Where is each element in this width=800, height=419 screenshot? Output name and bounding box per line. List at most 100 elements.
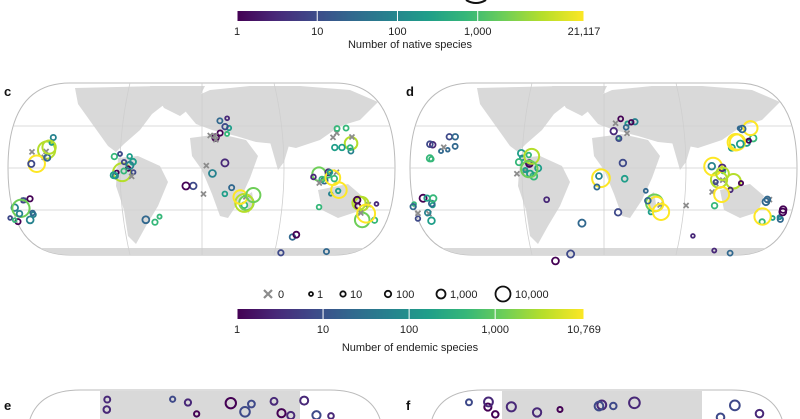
colorbar-endemic-title: Number of endemic species <box>342 342 479 354</box>
island-marker <box>43 153 52 162</box>
size-legend-circle-4 <box>435 288 447 300</box>
island-marker <box>409 203 417 211</box>
island-marker <box>429 194 438 203</box>
island-marker <box>465 398 473 407</box>
island-marker <box>102 405 112 414</box>
island-marker <box>120 167 128 175</box>
island-marker <box>644 196 652 205</box>
island-marker <box>110 152 119 161</box>
island-marker <box>27 159 36 168</box>
island-marker <box>247 399 256 409</box>
map-f-land <box>502 391 702 419</box>
size-legend-circle-2 <box>339 290 347 298</box>
partial-legend-circle <box>465 0 487 4</box>
colorbar-tick-label: 21,117 <box>568 26 601 38</box>
zero-species-marker <box>207 132 214 139</box>
map-panel-e-partial <box>29 389 381 419</box>
island-marker <box>728 133 747 151</box>
map-c-india <box>270 142 290 170</box>
zero-species-marker <box>612 120 619 127</box>
size-legend-circle-5 <box>494 285 512 303</box>
island-marker <box>522 167 529 174</box>
zero-species-marker <box>513 170 521 177</box>
island-marker <box>651 202 671 221</box>
island-marker <box>577 218 587 228</box>
island-marker <box>29 209 36 217</box>
zero-species-marker <box>414 210 422 217</box>
map-c-grid-v3 <box>273 83 285 255</box>
island-marker <box>193 410 201 418</box>
island-marker <box>713 186 731 204</box>
island-marker <box>322 248 330 256</box>
island-marker <box>491 410 500 419</box>
island-marker <box>335 187 342 195</box>
island-marker <box>425 154 434 163</box>
island-marker <box>735 139 745 149</box>
island-marker <box>520 159 539 179</box>
island-marker <box>269 396 279 406</box>
island-marker <box>566 249 576 259</box>
panel-label-f: f <box>406 398 411 413</box>
island-marker <box>631 118 639 126</box>
zero-species-marker <box>357 209 364 217</box>
island-marker <box>356 203 377 224</box>
zero-species-marker <box>203 162 210 169</box>
island-marker <box>151 218 159 226</box>
zero-species-marker <box>440 144 447 151</box>
map-f-markers <box>465 396 765 419</box>
colorbar-tick-label: 10 <box>311 26 323 38</box>
panel-label-c: c <box>4 84 11 99</box>
zero-species-marker <box>682 202 690 209</box>
island-marker <box>25 215 35 225</box>
size-legend-circle-1 <box>308 291 314 297</box>
zero-species-marker <box>348 133 356 141</box>
island-marker <box>49 133 57 142</box>
island-marker <box>711 247 718 254</box>
map-c-north-america <box>75 86 170 152</box>
island-marker <box>715 166 730 181</box>
colorbar-native: 1 10 100 1,000 21,117 Number of native speci… <box>234 9 600 51</box>
colorbar-native-title: Number of native species <box>348 39 473 51</box>
island-marker <box>427 216 436 226</box>
island-marker <box>618 158 628 168</box>
island-marker <box>423 208 432 217</box>
colorbar-endemic-ticks: 1 10 100 1,000 10,769 <box>234 307 601 336</box>
island-marker <box>715 412 726 419</box>
map-c-markers <box>7 115 380 257</box>
island-marker <box>763 195 772 204</box>
size-legend-entry-1: 1 <box>308 289 323 301</box>
top-partial <box>465 0 487 4</box>
zero-species-marker <box>128 173 135 180</box>
colorbar-tick-label: 1,000 <box>481 324 509 336</box>
island-marker <box>617 115 625 123</box>
island-marker <box>776 214 783 221</box>
island-marker <box>126 153 133 160</box>
island-marker <box>451 142 459 150</box>
island-marker <box>183 398 193 407</box>
island-marker <box>216 117 224 125</box>
island-marker <box>745 137 752 144</box>
island-marker <box>754 408 765 419</box>
panel-label-d: d <box>406 84 414 99</box>
map-d-antarctica <box>410 248 797 255</box>
island-marker <box>737 180 745 187</box>
map-d-india <box>672 142 692 170</box>
size-legend-entry-2: 10 <box>339 289 362 301</box>
colorbar-native-bar <box>237 11 584 21</box>
island-marker <box>728 399 741 412</box>
island-marker <box>483 402 493 412</box>
island-marker <box>707 161 716 171</box>
map-e-markers <box>102 395 335 419</box>
island-marker <box>276 408 287 419</box>
island-marker <box>333 125 341 132</box>
island-marker <box>41 139 57 155</box>
size-legend-label-5: 10,000 <box>515 289 549 301</box>
size-legend-entry-3: 100 <box>383 289 414 301</box>
size-legend-entry-4: 1,000 <box>435 288 478 301</box>
zero-species-marker <box>316 179 323 187</box>
island-marker <box>591 168 611 189</box>
island-marker <box>593 183 601 191</box>
island-marker <box>117 150 123 157</box>
island-marker <box>277 249 285 257</box>
map-e-outline <box>29 389 381 419</box>
